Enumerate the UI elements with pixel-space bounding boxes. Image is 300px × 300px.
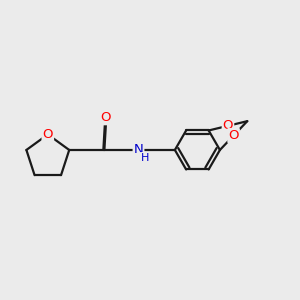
Text: H: H: [141, 153, 149, 163]
Text: O: O: [43, 128, 53, 141]
Text: N: N: [134, 143, 143, 157]
Text: O: O: [228, 129, 239, 142]
Text: O: O: [223, 119, 233, 132]
Text: O: O: [100, 111, 111, 124]
